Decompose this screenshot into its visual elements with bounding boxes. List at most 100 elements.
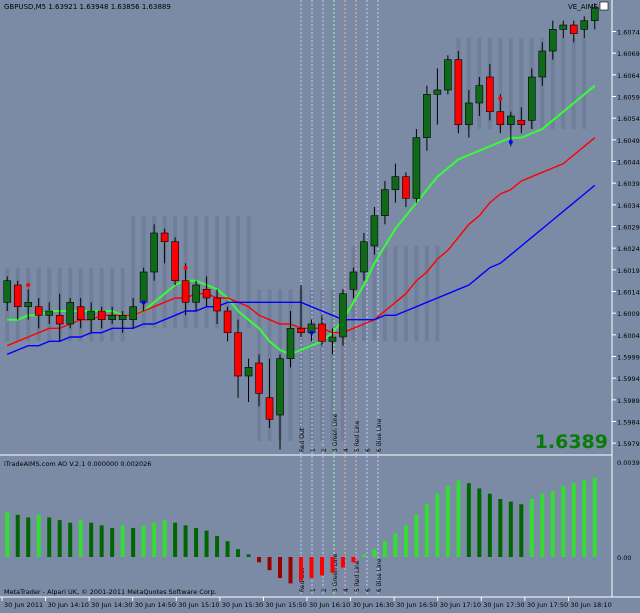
ao-bar xyxy=(487,493,492,557)
indicator-label: VE_AIMS xyxy=(568,3,599,11)
shade-bar xyxy=(372,246,377,342)
candle-body[interactable] xyxy=(97,310,106,320)
ao-bar xyxy=(246,554,251,557)
candle-body[interactable] xyxy=(423,94,431,138)
vertical-line-label: 1 xyxy=(310,448,317,452)
candle-body[interactable] xyxy=(528,76,536,121)
candle-body[interactable] xyxy=(496,111,505,125)
candle-body[interactable] xyxy=(538,50,547,78)
price-axis-label: 1.60045 xyxy=(617,332,640,340)
price-axis-label: 1.60595 xyxy=(617,94,640,102)
ao-bar xyxy=(498,499,503,557)
shade-bar xyxy=(361,246,366,342)
candle-body[interactable] xyxy=(402,176,410,199)
candle-body[interactable] xyxy=(213,297,221,312)
vertical-line-label: 6 xyxy=(365,448,372,452)
candle-body[interactable] xyxy=(55,315,64,325)
candle-body[interactable] xyxy=(559,24,568,30)
indicator-zero-label: 0.00 xyxy=(617,554,631,562)
candle-body[interactable] xyxy=(45,310,54,316)
candle-body[interactable] xyxy=(118,315,127,320)
settings-icon[interactable] xyxy=(599,1,609,11)
ao-bar xyxy=(582,480,587,557)
candle-body[interactable] xyxy=(181,280,190,303)
ao-bar xyxy=(183,525,188,557)
vertical-line-label: 4 xyxy=(343,448,350,452)
shade-bar xyxy=(99,267,104,342)
candle-body[interactable] xyxy=(66,302,74,325)
ao-bar xyxy=(319,557,324,576)
candle-body[interactable] xyxy=(286,328,295,359)
candle-body[interactable] xyxy=(3,280,12,303)
candle-body[interactable] xyxy=(129,306,137,320)
ao-bar xyxy=(393,533,398,557)
candle-body[interactable] xyxy=(412,137,421,199)
candle-body[interactable] xyxy=(318,323,326,342)
candle-body[interactable] xyxy=(465,102,473,125)
candle-body[interactable] xyxy=(507,115,515,125)
vertical-line-label: Red Out xyxy=(299,427,306,452)
candle-body[interactable] xyxy=(433,89,442,95)
candle-body[interactable] xyxy=(349,271,358,290)
price-axis-label: 1.59995 xyxy=(617,354,640,362)
ao-bar xyxy=(131,528,136,557)
candle-body[interactable] xyxy=(444,59,452,91)
candle-body[interactable] xyxy=(223,310,232,333)
candle-body[interactable] xyxy=(297,328,305,333)
ao-bar xyxy=(372,549,377,557)
candle-body[interactable] xyxy=(76,306,85,320)
ao-bar xyxy=(26,517,31,557)
candle-body[interactable] xyxy=(24,302,33,307)
candle-body[interactable] xyxy=(108,315,116,320)
candle-body[interactable] xyxy=(590,7,599,21)
candle-body[interactable] xyxy=(339,293,347,338)
candle-body[interactable] xyxy=(391,176,400,190)
candle-body[interactable] xyxy=(171,241,179,281)
candle-body[interactable] xyxy=(370,215,379,247)
vertical-line-label: 2 xyxy=(321,448,328,452)
shade-bar xyxy=(466,38,471,129)
ao-bar xyxy=(162,520,167,557)
candle-body[interactable] xyxy=(234,332,242,377)
candle-body[interactable] xyxy=(276,358,284,416)
shade-bar xyxy=(393,246,398,342)
price-axis-label: 1.60395 xyxy=(617,180,640,188)
candle-body[interactable] xyxy=(486,76,494,112)
candle-body[interactable] xyxy=(475,85,484,104)
ao-bar xyxy=(299,557,303,581)
candle-body[interactable] xyxy=(360,241,368,273)
shade-bar xyxy=(571,38,576,129)
ao-bar xyxy=(47,517,52,557)
chart-title: GBPUSD,M5 1.63921 1.63948 1.63856 1.6388… xyxy=(4,3,171,11)
candle-body[interactable] xyxy=(548,29,557,52)
candle-body[interactable] xyxy=(517,120,526,125)
candle-body[interactable] xyxy=(244,367,253,377)
candle-body[interactable] xyxy=(87,310,95,320)
candle-body[interactable] xyxy=(150,232,158,273)
candle-body[interactable] xyxy=(139,271,148,303)
candle-body[interactable] xyxy=(569,24,578,34)
ao-bar xyxy=(173,522,178,557)
ao-bar xyxy=(561,485,566,557)
candle-body[interactable] xyxy=(192,284,200,303)
vertical-line-label-lower: 4 xyxy=(343,588,350,592)
candle-body[interactable] xyxy=(580,20,589,30)
vertical-line-label: 5 Red Line xyxy=(354,420,361,452)
candle-body[interactable] xyxy=(381,189,389,216)
price-axis-label: 1.60645 xyxy=(617,72,640,80)
time-axis-label: 30 Jun 14:10 xyxy=(48,601,89,609)
candle-body[interactable] xyxy=(34,306,43,316)
candle-body[interactable] xyxy=(13,284,22,307)
candle-body[interactable] xyxy=(160,232,169,242)
shade-bar xyxy=(435,246,440,342)
candle-body[interactable] xyxy=(454,59,463,125)
ao-bar xyxy=(78,520,83,557)
candle-body[interactable] xyxy=(328,336,337,342)
vertical-line-label: 6 Blue Line xyxy=(376,418,383,452)
candle-body[interactable] xyxy=(255,362,263,394)
candle-body[interactable] xyxy=(265,397,274,420)
candle-body[interactable] xyxy=(202,289,211,299)
ao-bar xyxy=(194,528,199,557)
ao-bar xyxy=(278,557,283,579)
